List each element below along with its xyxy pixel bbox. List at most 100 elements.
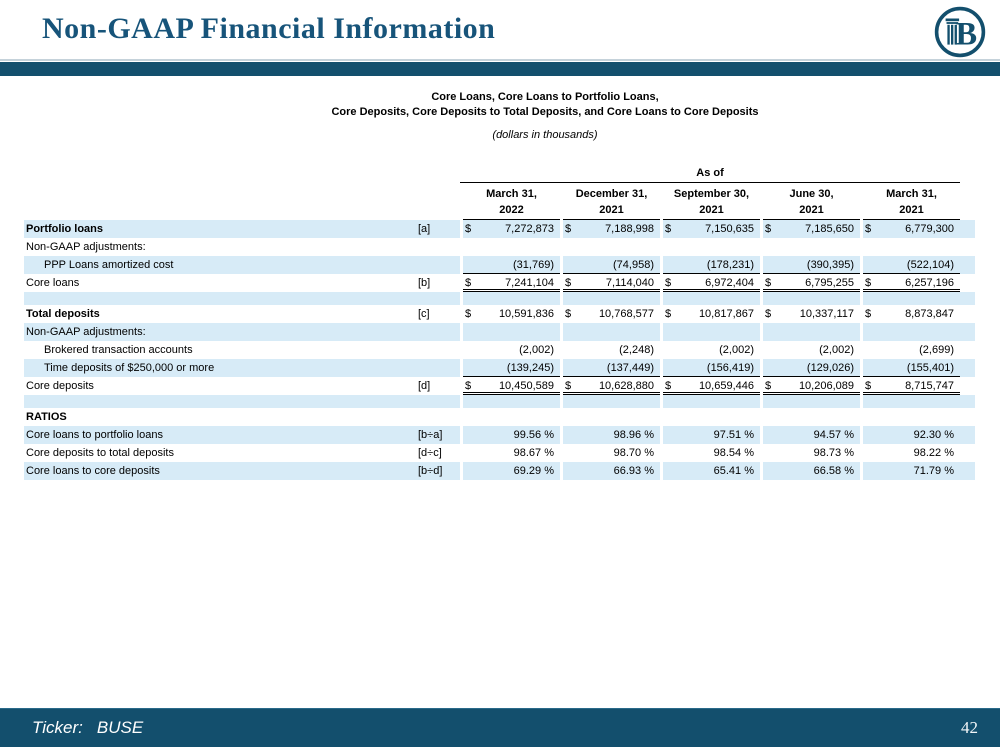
cell-value: 6,257,196 xyxy=(905,277,954,289)
dollar-sign: $ xyxy=(865,223,872,235)
table-row: Core deposits to total deposits [d÷c] 98.6… xyxy=(24,444,975,462)
cell-value xyxy=(765,408,854,426)
row-reference: [b÷a] xyxy=(404,426,460,444)
cell-value: 6,795,255 xyxy=(805,277,854,289)
row-reference: [b] xyxy=(418,277,431,289)
cell-value: (155,401) xyxy=(906,362,954,374)
table-row: Core deposits [d] $10,450,589 $10,628,880 $1… xyxy=(24,377,975,395)
table-row: Total deposits [c] $10,591,836 $10,768,577 $… xyxy=(24,305,975,323)
row-reference xyxy=(404,341,460,359)
cell-value: (178,231) xyxy=(706,259,754,271)
cell-value xyxy=(465,323,554,341)
value-cell xyxy=(863,408,960,426)
cell-value: 6,779,300 xyxy=(905,223,954,235)
row-reference: [b÷d] xyxy=(404,462,460,480)
cell-value: 7,150,635 xyxy=(705,223,754,235)
table-row: Core loans to portfolio loans [b÷a] 99.56 … xyxy=(24,426,975,444)
cell-value: (137,449) xyxy=(606,362,654,374)
cell-value: 66.58 % xyxy=(813,465,854,477)
cell-value: 10,206,089 xyxy=(798,380,854,392)
row-reference: [d] xyxy=(418,380,431,392)
table-row: Brokered transaction accounts (2,002) (2,2… xyxy=(24,341,975,359)
value-cell xyxy=(563,323,660,341)
value-cell: $10,768,577 xyxy=(563,305,660,323)
row-end-cap xyxy=(960,359,975,377)
value-cell: 99.56 % xyxy=(463,426,560,444)
value-cell: $8,873,847 xyxy=(863,305,960,323)
cell-value xyxy=(565,292,654,305)
value-cell: (2,248) xyxy=(563,341,660,359)
cell-value: 10,450,589 xyxy=(498,380,554,392)
table-row: Time deposits of $250,000 or more (139,24… xyxy=(24,359,975,377)
row-end-cap xyxy=(960,462,975,480)
row-end-cap xyxy=(960,238,975,256)
column-header: December 31, 2021 xyxy=(563,184,660,220)
row-end-cap xyxy=(960,408,975,426)
value-cell xyxy=(663,323,760,341)
column-header: September 30, 2021 xyxy=(663,184,760,220)
cell-value: 7,272,873 xyxy=(505,223,554,235)
cell-value xyxy=(565,408,654,426)
dollar-sign: $ xyxy=(465,277,472,289)
cell-value xyxy=(465,395,554,408)
cell-value: 7,114,040 xyxy=(605,277,654,289)
row-reference: [c] xyxy=(418,308,430,320)
ticker: Ticker: BUSE xyxy=(32,718,143,738)
value-cell xyxy=(763,323,860,341)
value-cell xyxy=(563,395,660,408)
table-row: Core loans to core deposits [b÷d] 69.29 % 6… xyxy=(24,462,975,480)
cell-value: 10,337,117 xyxy=(799,308,854,320)
value-cell: $6,257,196 xyxy=(863,274,960,292)
row-label xyxy=(24,292,404,305)
value-cell xyxy=(663,395,760,408)
row-label: RATIOS xyxy=(26,411,67,423)
value-cell: $10,450,589 xyxy=(463,377,560,395)
row-label: Core loans to portfolio loans xyxy=(24,426,404,444)
dollar-sign: $ xyxy=(665,308,672,320)
value-cell: 71.79 % xyxy=(863,462,960,480)
cell-value: 98.96 % xyxy=(613,429,654,441)
value-cell: $6,795,255 xyxy=(763,274,860,292)
value-cell xyxy=(463,292,560,305)
dollar-sign: $ xyxy=(865,308,872,320)
value-cell xyxy=(763,395,860,408)
value-cell xyxy=(863,323,960,341)
cell-value xyxy=(865,408,954,426)
value-cell xyxy=(663,238,760,256)
value-cell xyxy=(563,292,660,305)
row-end-cap xyxy=(960,395,975,408)
dollar-sign: $ xyxy=(765,223,772,235)
value-cell: 66.93 % xyxy=(563,462,660,480)
value-cell xyxy=(663,408,760,426)
value-cell: 66.58 % xyxy=(763,462,860,480)
table-row xyxy=(24,395,975,408)
value-cell: 98.96 % xyxy=(563,426,660,444)
value-cell xyxy=(763,238,860,256)
table-subtitle: (dollars in thousands) xyxy=(492,129,598,141)
value-cell: (137,449) xyxy=(563,359,660,377)
cell-value xyxy=(565,395,654,408)
value-cell: $7,241,104 xyxy=(463,274,560,292)
cell-value: (2,699) xyxy=(919,344,954,356)
dollar-sign: $ xyxy=(465,380,472,392)
cell-value: (156,419) xyxy=(706,362,754,374)
cell-value: 99.56 % xyxy=(513,429,554,441)
row-reference xyxy=(404,395,460,408)
table-row: PPP Loans amortized cost (31,769) (74,958)… xyxy=(24,256,975,274)
value-cell: (2,002) xyxy=(763,341,860,359)
value-cell: (522,104) xyxy=(863,256,960,274)
row-end-cap xyxy=(960,274,975,292)
value-cell: $7,150,635 xyxy=(663,220,760,238)
slide-content: Core Loans, Core Loans to Portfolio Loan… xyxy=(0,90,1000,480)
value-cell: 92.30 % xyxy=(863,426,960,444)
table-body: Portfolio loans [a] $7,272,873 $7,188,998 $7… xyxy=(24,220,975,480)
cell-value: 98.70 % xyxy=(613,447,654,459)
row-label: Non-GAAP adjustments: xyxy=(24,323,404,341)
financial-table: As of March 31, 2022 December 31, 2021 Septe… xyxy=(24,166,975,480)
row-reference xyxy=(404,292,460,305)
cell-value xyxy=(765,395,854,408)
cell-value: 10,628,880 xyxy=(598,380,654,392)
table-row: Non-GAAP adjustments: xyxy=(24,323,975,341)
row-reference xyxy=(404,256,460,274)
dollar-sign: $ xyxy=(865,380,872,392)
